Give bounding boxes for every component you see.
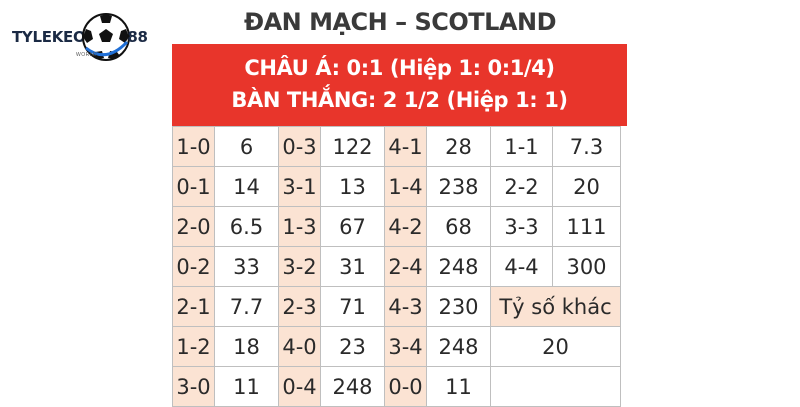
odds-cell: 11	[214, 366, 279, 407]
odds-banner: CHÂU Á: 0:1 (Hiệp 1: 0:1/4) BÀN THẮNG: 2…	[172, 44, 627, 126]
odds-cell: 68	[426, 206, 491, 247]
logo-text-right: 88	[127, 28, 148, 46]
odds-cell: 67	[320, 206, 385, 247]
score-cell: 4-0	[278, 326, 321, 367]
odds-cell: 248	[426, 246, 491, 287]
table-row: 3-0 11 0-4 248 0-0 11	[172, 366, 621, 407]
score-cell: 4-1	[384, 126, 427, 167]
score-cell: 0-3	[278, 126, 321, 167]
odds-cell: 31	[320, 246, 385, 287]
odds-cell: 6	[214, 126, 279, 167]
score-cell: 4-2	[384, 206, 427, 247]
soccer-ball-icon	[82, 13, 131, 61]
score-cell: 0-4	[278, 366, 321, 407]
score-cell: 3-4	[384, 326, 427, 367]
odds-cell: 6.5	[214, 206, 279, 247]
table-row: 2-0 6.5 1-3 67 4-2 68 3-3 111	[172, 206, 621, 247]
score-cell: 1-2	[172, 326, 215, 367]
odds-cell: 122	[320, 126, 385, 167]
odds-cell: 7.7	[214, 286, 279, 327]
site-logo[interactable]: TYLEKEO 88 WORLD	[12, 12, 148, 62]
logo-text-left: TYLEKEO	[12, 28, 86, 46]
odds-cell: 14	[214, 166, 279, 207]
score-cell: 3-2	[278, 246, 321, 287]
score-cell: 1-1	[490, 126, 553, 167]
odds-cell: 300	[552, 246, 621, 287]
score-cell: 2-0	[172, 206, 215, 247]
score-cell: 1-3	[278, 206, 321, 247]
correct-score-table: 1-0 6 0-3 122 4-1 28 1-1 7.3 0-1 14 3-1 …	[172, 126, 621, 407]
odds-cell: 248	[426, 326, 491, 367]
odds-cell: 248	[320, 366, 385, 407]
other-scores-value: 20	[490, 326, 621, 367]
score-cell: 4-3	[384, 286, 427, 327]
score-cell: 0-0	[384, 366, 427, 407]
empty-cell	[490, 366, 621, 407]
odds-cell: 11	[426, 366, 491, 407]
table-row: 1-0 6 0-3 122 4-1 28 1-1 7.3	[172, 126, 621, 167]
score-cell: 3-1	[278, 166, 321, 207]
score-cell: 3-0	[172, 366, 215, 407]
odds-cell: 18	[214, 326, 279, 367]
odds-cell: 20	[552, 166, 621, 207]
score-cell: 2-1	[172, 286, 215, 327]
score-cell: 0-2	[172, 246, 215, 287]
score-cell: 1-4	[384, 166, 427, 207]
total-goals-line: BÀN THẮNG: 2 1/2 (Hiệp 1: 1)	[231, 88, 568, 112]
odds-cell: 23	[320, 326, 385, 367]
table-row: 0-2 33 3-2 31 2-4 248 4-4 300	[172, 246, 621, 287]
table-row: 0-1 14 3-1 13 1-4 238 2-2 20	[172, 166, 621, 207]
odds-cell: 28	[426, 126, 491, 167]
score-cell: 2-3	[278, 286, 321, 327]
score-cell: 4-4	[490, 246, 553, 287]
odds-cell: 111	[552, 206, 621, 247]
odds-cell: 238	[426, 166, 491, 207]
other-scores-label: Tỷ số khác	[490, 286, 621, 327]
score-cell: 2-4	[384, 246, 427, 287]
asian-handicap-line: CHÂU Á: 0:1 (Hiệp 1: 0:1/4)	[244, 56, 555, 80]
logo-subtext: WORLD	[76, 52, 98, 58]
odds-cell: 33	[214, 246, 279, 287]
score-cell: 0-1	[172, 166, 215, 207]
score-cell: 1-0	[172, 126, 215, 167]
odds-cell: 13	[320, 166, 385, 207]
match-title: ĐAN MẠCH – SCOTLAND	[243, 8, 557, 36]
score-cell: 3-3	[490, 206, 553, 247]
table-row: 2-1 7.7 2-3 71 4-3 230 Tỷ số khác	[172, 286, 621, 327]
odds-cell: 7.3	[552, 126, 621, 167]
score-cell: 2-2	[490, 166, 553, 207]
odds-cell: 230	[426, 286, 491, 327]
odds-cell: 71	[320, 286, 385, 327]
table-row: 1-2 18 4-0 23 3-4 248 20	[172, 326, 621, 367]
